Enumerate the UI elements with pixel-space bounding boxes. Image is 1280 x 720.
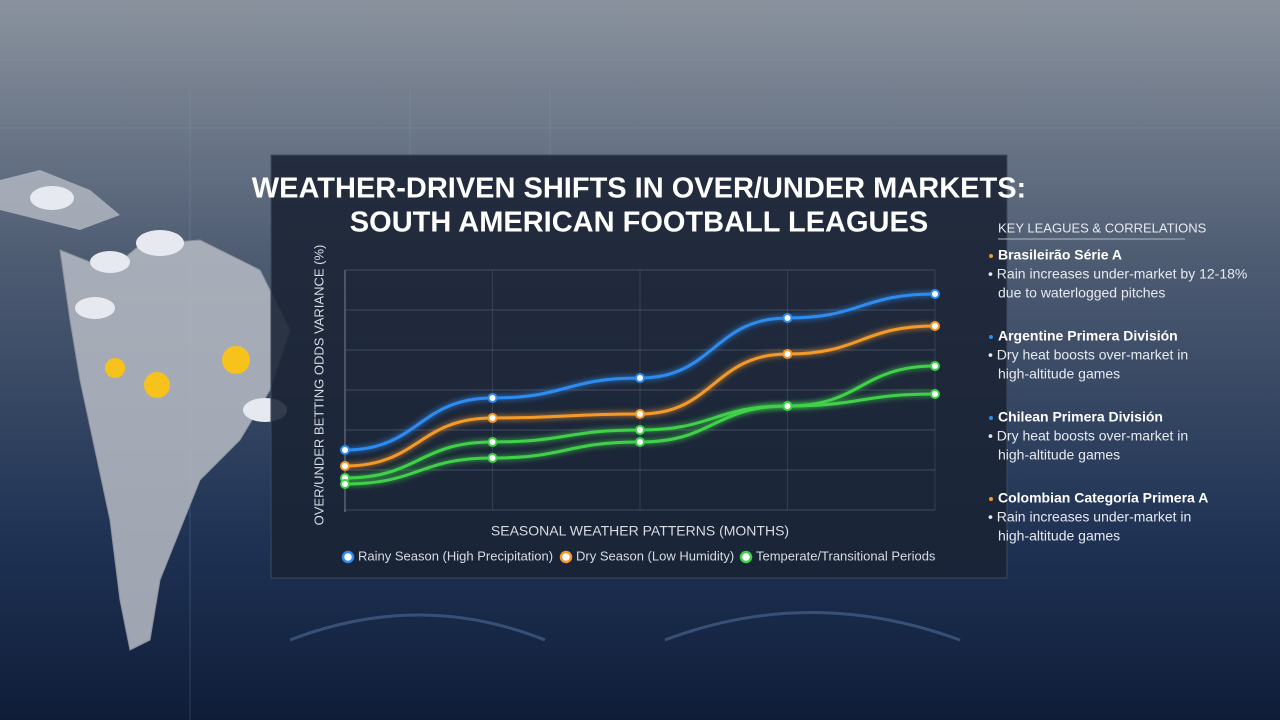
league-note: • Rain increases under-market by 12-18% [988, 266, 1247, 282]
data-point [635, 409, 645, 419]
data-point [635, 437, 645, 447]
data-point [782, 349, 793, 359]
legend-label: Rainy Season (High Precipitation) [358, 548, 553, 563]
league-note: high-altitude games [998, 528, 1120, 544]
y-axis-label: OVER/UNDER BETTING ODDS VARIANCE (%) [311, 245, 326, 526]
data-point [487, 413, 498, 423]
data-point [487, 393, 498, 403]
legend-label: Dry Season (Low Humidity) [576, 548, 734, 563]
legend-marker [739, 550, 753, 564]
data-point [930, 389, 940, 399]
data-point [635, 373, 645, 383]
league-note: • Rain increases under-market in [988, 509, 1191, 525]
league-note: • Dry heat boosts over-market in [988, 347, 1188, 363]
league-note: due to waterlogged pitches [998, 285, 1165, 301]
league-note: high-altitude games [998, 366, 1120, 382]
league-name: Colombian Categoría Primera A [998, 490, 1208, 506]
data-point [930, 361, 940, 371]
panel-heading: KEY LEAGUES & CORRELATIONS [998, 220, 1207, 235]
league-name: Argentine Primera División [998, 328, 1178, 344]
weather-icons [105, 346, 250, 398]
league-note: • Dry heat boosts over-market in [988, 428, 1188, 444]
south-america-map [59, 239, 291, 651]
data-point [340, 445, 350, 455]
league-note: high-altitude games [998, 447, 1120, 463]
data-point [782, 401, 793, 411]
stadiums [289, 611, 961, 642]
league-name: Chilean Primera División [998, 409, 1163, 425]
data-point [930, 289, 940, 299]
legend-marker [341, 550, 355, 564]
data-point [340, 461, 350, 471]
panel-bullet [989, 335, 993, 339]
data-point [782, 313, 793, 323]
side-panel: KEY LEAGUES & CORRELATIONS Brasileirão Sé… [988, 220, 1247, 543]
data-point [635, 425, 645, 435]
panel-bullet [989, 416, 993, 420]
panel-bullet [989, 497, 993, 501]
chart-title: WEATHER-DRIVEN SHIFTS IN OVER/UNDER MARK… [252, 173, 1026, 205]
x-axis-label: SEASONAL WEATHER PATTERNS (MONTHS) [491, 523, 789, 539]
legend-marker [559, 550, 573, 564]
data-point [487, 453, 498, 463]
data-point [930, 321, 940, 331]
legend-label: Temperate/Transitional Periods [756, 548, 936, 563]
chart-title: SOUTH AMERICAN FOOTBALL LEAGUES [350, 207, 928, 239]
data-point [340, 479, 350, 489]
data-point [487, 437, 498, 447]
panel-bullet [989, 254, 993, 258]
league-name: Brasileirão Série A [998, 247, 1122, 263]
chart-panel [270, 154, 1008, 579]
